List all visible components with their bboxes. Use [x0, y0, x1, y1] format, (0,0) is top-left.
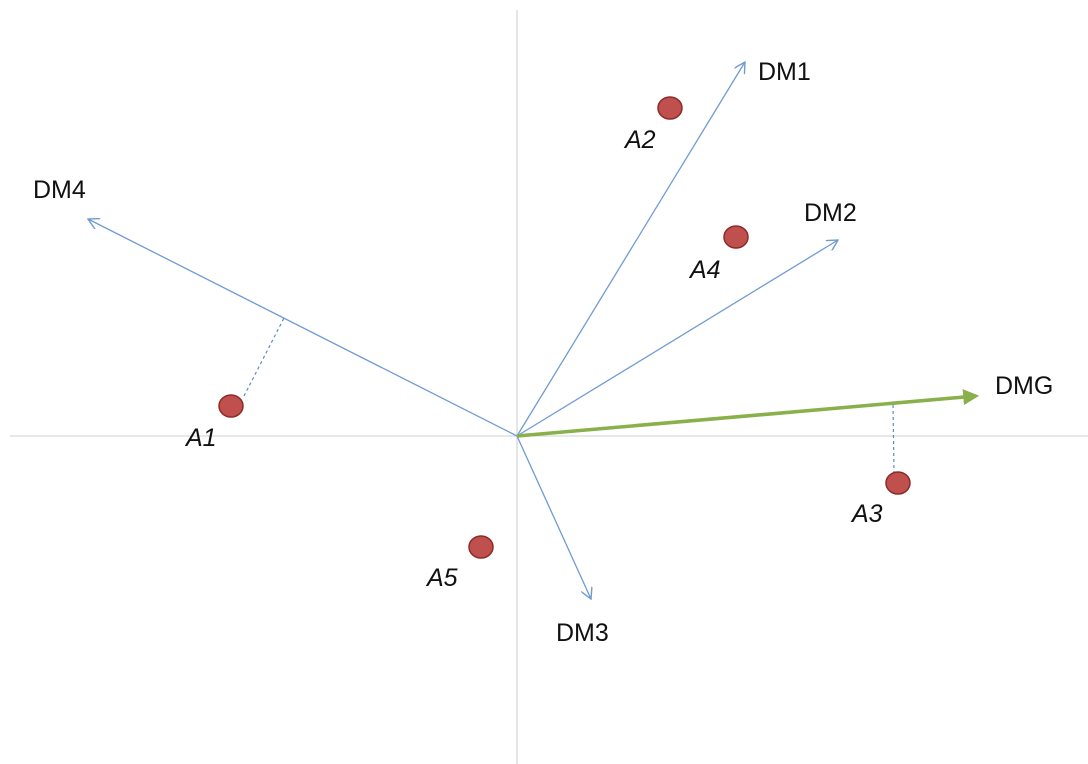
dm1-vector	[516, 62, 745, 437]
a1-label: A1	[184, 424, 217, 452]
dm4-label: DM4	[33, 176, 86, 204]
dm3-vector	[516, 435, 591, 599]
dm2-label: DM2	[804, 199, 857, 227]
dm2-vector	[516, 240, 838, 437]
dm4-vector	[88, 219, 518, 437]
a4-label: A4	[688, 256, 721, 284]
a3-point	[885, 471, 911, 495]
a4-point	[723, 225, 749, 249]
a5-point	[468, 535, 494, 559]
a2-label: A2	[623, 126, 656, 154]
a1-projection-line	[243, 317, 285, 397]
a1-point	[218, 394, 244, 418]
a3-label: A3	[850, 500, 883, 528]
dmg-label: DMG	[995, 372, 1053, 400]
a2-point	[657, 96, 683, 120]
a5-label: A5	[425, 564, 458, 592]
dm3-label: DM3	[556, 619, 609, 647]
dmg-vector	[516, 389, 980, 438]
dm1-label: DM1	[758, 58, 811, 86]
a3-projection-line	[892, 402, 895, 475]
